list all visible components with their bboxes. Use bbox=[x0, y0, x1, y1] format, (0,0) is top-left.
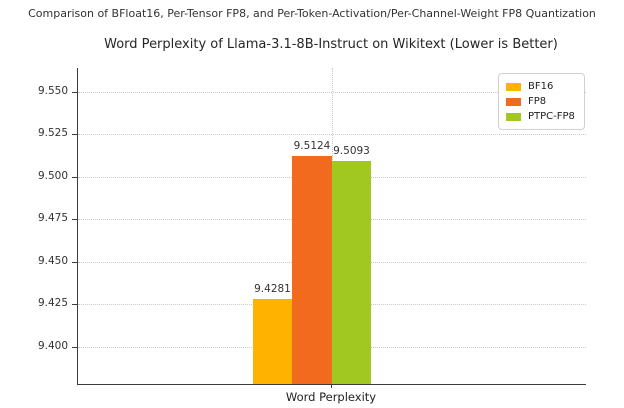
chart-title: Word Perplexity of Llama-3.1-8B-Instruct… bbox=[104, 37, 558, 52]
y-tick-label: 9.550 bbox=[37, 84, 68, 97]
y-tick-label: 9.525 bbox=[37, 127, 68, 140]
y-tick-label: 9.400 bbox=[37, 339, 68, 352]
bar-value-label: 9.5124 bbox=[293, 139, 331, 152]
legend-item-bf16: BF16 bbox=[506, 79, 575, 94]
y-tick-label: 9.500 bbox=[37, 169, 68, 182]
y-tick-mark bbox=[72, 176, 77, 178]
bar-bf16 bbox=[252, 299, 293, 384]
bar-fp8 bbox=[292, 155, 332, 384]
figure-suptitle: Comparison of BFloat16, Per-Tensor FP8, … bbox=[28, 7, 596, 20]
plot-area: 9.4281 9.5124 9.5093 bbox=[77, 68, 586, 385]
legend-item-label: FP8 bbox=[528, 96, 547, 107]
legend-item-label: PTPC-FP8 bbox=[528, 111, 575, 122]
y-tick-mark bbox=[72, 304, 77, 306]
bar-value-label: 9.5093 bbox=[333, 145, 370, 158]
x-axis-label: Word Perplexity bbox=[285, 390, 377, 404]
y-tick-mark bbox=[72, 261, 77, 263]
y-tick-mark bbox=[72, 219, 77, 221]
y-tick-mark bbox=[72, 134, 77, 136]
legend-item-label: BF16 bbox=[528, 81, 554, 92]
y-tick-label: 9.450 bbox=[37, 254, 68, 267]
x-tick-mark bbox=[331, 384, 332, 388]
y-tick-mark bbox=[72, 91, 77, 93]
bar-value-label: 9.4281 bbox=[254, 283, 291, 296]
legend-swatch bbox=[506, 97, 521, 106]
bar-ptpc-fp8 bbox=[331, 161, 372, 384]
y-tick-label: 9.475 bbox=[37, 212, 68, 225]
y-tick-mark bbox=[72, 346, 77, 348]
legend-swatch bbox=[506, 82, 521, 91]
legend-item-ptpc-fp8: PTPC-FP8 bbox=[506, 109, 575, 124]
legend: BF16 FP8 PTPC-FP8 bbox=[498, 73, 585, 130]
legend-item-fp8: FP8 bbox=[506, 94, 575, 109]
y-tick-label: 9.425 bbox=[37, 297, 68, 310]
legend-swatch bbox=[506, 112, 521, 121]
